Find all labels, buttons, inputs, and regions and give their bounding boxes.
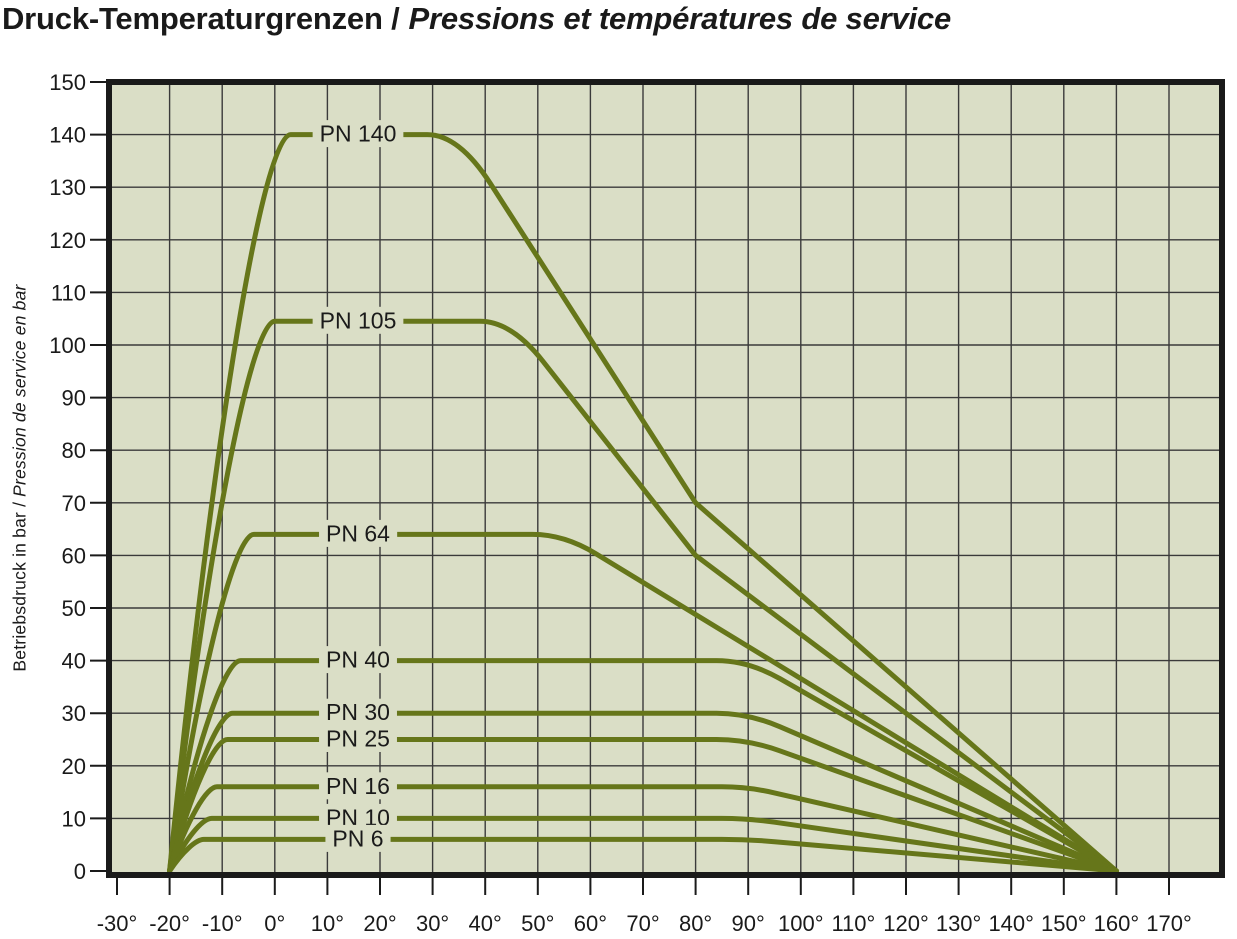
pn-curve-label-pn-140: PN 140 (320, 121, 397, 147)
x-tick-label: 50° (521, 911, 554, 936)
pn-label-mask (312, 306, 404, 334)
pn-curve-label-pn-105: PN 105 (320, 307, 397, 333)
y-tick-label: 30 (62, 701, 86, 726)
y-tick-label: 20 (62, 754, 86, 779)
x-tick-label: 140° (988, 911, 1034, 936)
chart-title-german: Druck-Temperaturgrenzen / (2, 1, 400, 36)
x-tick-label: -10° (202, 911, 243, 936)
pn-curve-label-pn-40: PN 40 (326, 647, 390, 673)
x-tick-label: 30° (416, 911, 449, 936)
y-tick-label: 140 (49, 123, 86, 148)
y-tick-label: 0 (74, 859, 86, 884)
x-tick-label: 110° (831, 911, 875, 936)
x-tick-label: 170° (1146, 911, 1192, 936)
y-tick-label: 90 (62, 386, 86, 411)
y-tick-label: 100 (49, 333, 86, 358)
x-tick-label: 0° (264, 911, 285, 936)
pn-label-mask (319, 772, 397, 800)
y-tick-label: 120 (49, 228, 86, 253)
y-tick-label: 40 (62, 649, 86, 674)
y-tick-label: 110 (51, 280, 86, 305)
y-tick-label: 150 (49, 70, 86, 95)
x-tick-label: 90° (732, 911, 765, 936)
pn-curve-pn-64 (167, 531, 1119, 874)
x-tick-label: 150° (1041, 911, 1087, 936)
plot-frame (106, 79, 1225, 878)
x-tick-label: 60° (574, 911, 607, 936)
x-tick-label: 160° (1094, 911, 1140, 936)
pn-curve-pn-6 (167, 836, 1119, 874)
x-tick-label: -30° (97, 911, 138, 936)
pn-label-mask (319, 698, 397, 726)
pn-curve-pn-10 (167, 815, 1119, 874)
x-tick-label: 20° (363, 911, 396, 936)
pn-label-mask (312, 120, 404, 148)
pn-label-mask (319, 725, 397, 752)
pn-label-mask (319, 519, 398, 547)
pn-curve-pn-25 (167, 737, 1119, 874)
x-tick-label: 130° (936, 911, 982, 936)
pn-curve-pn-40 (167, 658, 1119, 874)
pn-curve-label-pn-6: PN 6 (332, 825, 383, 851)
x-tick-label: -20° (149, 911, 190, 936)
x-tick-label: 80° (679, 911, 712, 936)
pn-curve-pn-105 (167, 318, 1119, 874)
y-tick-label: 10 (62, 806, 86, 831)
x-tick-label: 40° (469, 911, 502, 936)
x-tick-label: 10° (311, 911, 344, 936)
pn-curve-label-pn-25: PN 25 (326, 726, 390, 752)
chart-title-french: Pressions et températures de service (408, 1, 952, 36)
x-tick-label: 120° (883, 911, 929, 936)
chart-title: Druck-Temperaturgrenzen / Pressions et te… (2, 1, 951, 37)
y-tick-label: 130 (49, 175, 86, 200)
pn-curve-label-pn-64: PN 64 (326, 520, 390, 546)
y-tick-label: 70 (62, 491, 86, 516)
plot-area (106, 79, 1225, 878)
y-tick-label: 50 (62, 596, 86, 621)
pn-curve-label-pn-16: PN 16 (326, 773, 390, 799)
pn-label-mask (319, 646, 397, 674)
x-tick-label: 70° (626, 911, 659, 936)
pn-curve-pn-16 (167, 784, 1119, 874)
y-tick-label: 80 (62, 438, 86, 463)
pn-label-mask (325, 824, 391, 852)
pn-curve-pn-140 (167, 132, 1119, 874)
x-tick-label: 100° (778, 911, 824, 936)
y-tick-label: 60 (62, 543, 86, 568)
pn-curve-label-pn-30: PN 30 (326, 699, 390, 725)
